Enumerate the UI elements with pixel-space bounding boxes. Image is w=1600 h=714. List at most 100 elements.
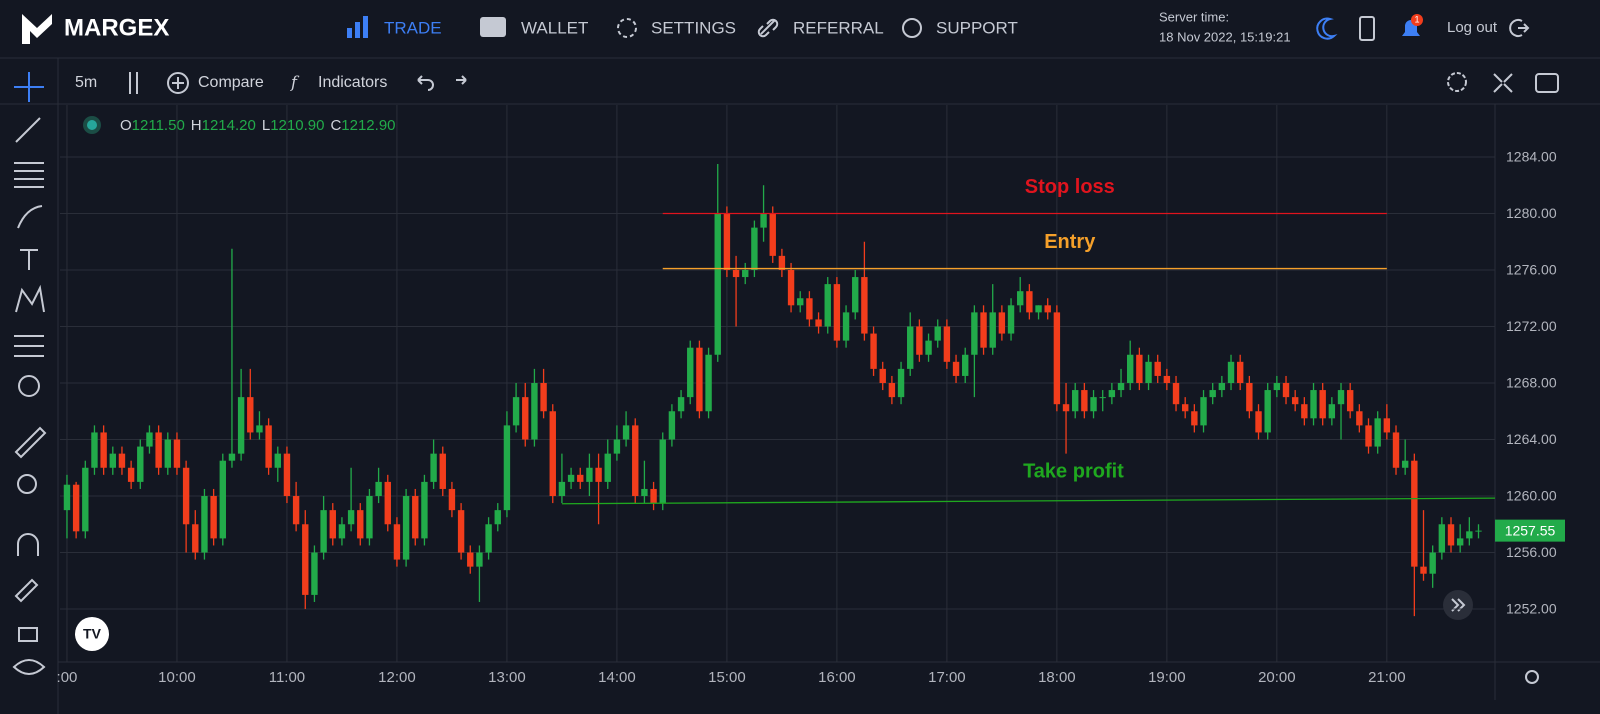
candle-body bbox=[1044, 305, 1051, 313]
y-tick-label: 1276.00 bbox=[1506, 262, 1557, 278]
nav-item[interactable]: SETTINGS bbox=[651, 18, 736, 37]
trade-icon[interactable] bbox=[347, 16, 368, 38]
candle-body bbox=[577, 474, 584, 482]
candle-body bbox=[943, 326, 951, 362]
y-tick-label: 1252.00 bbox=[1506, 601, 1557, 617]
candle-body bbox=[1273, 383, 1281, 391]
candle-body bbox=[723, 213, 731, 270]
compare[interactable]: Compare bbox=[198, 74, 264, 91]
pattern-tool[interactable] bbox=[15, 284, 45, 313]
nav-item[interactable]: TRADE bbox=[384, 18, 442, 37]
candle-body bbox=[430, 453, 437, 482]
trendline-tool[interactable] bbox=[15, 117, 41, 143]
logout-icon[interactable] bbox=[1509, 19, 1530, 37]
candle-body bbox=[861, 277, 868, 334]
nav-item[interactable]: SUPPORT bbox=[936, 18, 1018, 37]
candle-body bbox=[109, 453, 116, 468]
ruler-tool[interactable] bbox=[14, 426, 47, 459]
candle-body bbox=[742, 269, 749, 278]
pencil-lock-tool[interactable] bbox=[14, 578, 39, 603]
candle-body bbox=[760, 213, 767, 228]
emoji-tool[interactable] bbox=[18, 375, 40, 397]
nav-item[interactable]: WALLET bbox=[521, 18, 588, 37]
brush-tool[interactable] bbox=[17, 205, 43, 229]
candle-body bbox=[1035, 305, 1042, 313]
candle-body bbox=[1401, 460, 1409, 468]
candle-body bbox=[164, 439, 171, 468]
candle-body bbox=[879, 368, 886, 384]
compare-icon[interactable] bbox=[167, 72, 189, 94]
text-tool[interactable] bbox=[20, 249, 38, 270]
tv-logo bbox=[75, 617, 109, 651]
candle-body bbox=[1218, 383, 1226, 391]
candle-body bbox=[1136, 354, 1143, 384]
candle-body bbox=[622, 425, 630, 440]
redo-icon bbox=[456, 75, 467, 85]
candle-body bbox=[687, 347, 694, 398]
candle-body bbox=[1117, 383, 1125, 391]
crosshair-icon[interactable] bbox=[14, 72, 44, 102]
candle-body bbox=[916, 326, 923, 355]
candle-body bbox=[668, 411, 676, 440]
candle-body bbox=[1411, 460, 1418, 567]
eye-tool[interactable] bbox=[12, 659, 46, 675]
indicators[interactable]: Indicators bbox=[318, 74, 387, 91]
candle-body bbox=[72, 484, 80, 532]
candle-body bbox=[1466, 531, 1473, 539]
candle-body bbox=[91, 432, 98, 468]
candle-body bbox=[751, 227, 758, 270]
candle-icon[interactable] bbox=[129, 72, 138, 94]
theme-icon[interactable] bbox=[1316, 17, 1338, 40]
candle-body bbox=[797, 298, 804, 306]
prediction-tool[interactable] bbox=[14, 335, 44, 357]
candle-body bbox=[613, 439, 621, 454]
legend-key: C bbox=[330, 117, 341, 134]
server-time-label: Server time: bbox=[1159, 9, 1229, 24]
settings-icon[interactable] bbox=[1447, 72, 1467, 92]
candle-body bbox=[1383, 418, 1391, 433]
candle-body bbox=[714, 213, 721, 355]
undo-icon[interactable] bbox=[417, 75, 434, 91]
logout[interactable]: Log out bbox=[1447, 19, 1498, 36]
fullscreen-icon[interactable] bbox=[1493, 73, 1513, 93]
x-tick-label: 13:00 bbox=[488, 669, 526, 686]
candle-body bbox=[1291, 397, 1299, 405]
fib-tool[interactable] bbox=[14, 162, 44, 188]
candle-body bbox=[1145, 361, 1152, 384]
y-tick-label: 1260.00 bbox=[1506, 488, 1557, 504]
server-time: 18 Nov 2022, 15:19:21 bbox=[1159, 29, 1291, 44]
candle-body bbox=[1127, 354, 1134, 384]
candle-body bbox=[201, 496, 208, 553]
lock-tool[interactable] bbox=[18, 627, 38, 642]
candle-body bbox=[1099, 397, 1106, 399]
interval[interactable]: 5m bbox=[75, 74, 97, 91]
axis-settings[interactable] bbox=[1525, 670, 1539, 684]
zoom-tool[interactable] bbox=[17, 474, 37, 494]
x-tick-label: 17:00 bbox=[928, 669, 966, 686]
candle-body bbox=[1053, 312, 1061, 405]
candle-body bbox=[1420, 566, 1427, 574]
nav-item[interactable]: REFERRAL bbox=[793, 18, 884, 37]
candle-body bbox=[357, 510, 364, 539]
candle-body bbox=[705, 354, 712, 412]
candle-body bbox=[146, 432, 153, 447]
candle-body bbox=[292, 496, 300, 525]
candle-body bbox=[1456, 538, 1464, 546]
candle-body bbox=[256, 425, 263, 433]
phone-icon[interactable] bbox=[1359, 16, 1375, 41]
magnet-tool[interactable] bbox=[17, 533, 39, 556]
candle-body bbox=[1374, 418, 1381, 447]
candle-body bbox=[641, 488, 648, 497]
logo-icon bbox=[22, 14, 52, 44]
level-label: Entry bbox=[1044, 231, 1096, 253]
x-tick-label: 18:00 bbox=[1038, 669, 1076, 686]
candle-body bbox=[384, 481, 391, 525]
candle-body bbox=[595, 467, 602, 482]
candle-body bbox=[833, 284, 841, 341]
compare-plus bbox=[172, 77, 184, 89]
camera-icon[interactable] bbox=[1535, 73, 1559, 93]
candle-body bbox=[1282, 383, 1290, 398]
candle-body bbox=[219, 460, 226, 539]
x-tick-label: 10:00 bbox=[158, 669, 196, 686]
wallet-icon bbox=[480, 17, 506, 37]
